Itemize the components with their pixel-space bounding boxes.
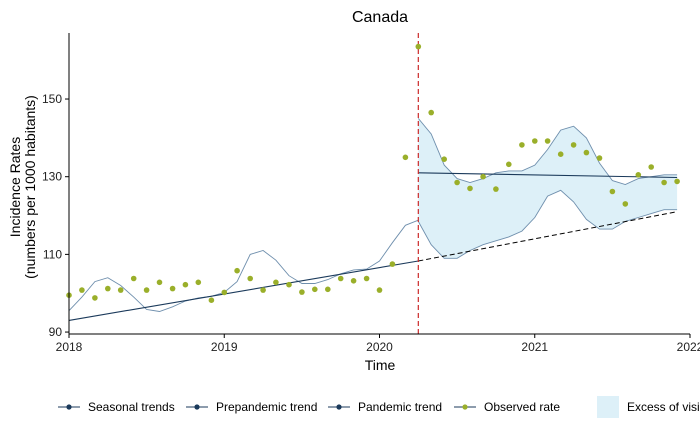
y-axis-title-line-2: (numbers per 1000 habitants) [22, 95, 38, 279]
observed-point [441, 156, 448, 162]
plot-area [66, 33, 680, 334]
excess-band [418, 118, 678, 259]
observed-point [402, 154, 409, 161]
legend-pandemic-label: Pandemic trend [358, 400, 442, 414]
excess-band-lower-edge [417, 189, 678, 259]
observed-point [273, 279, 279, 286]
x-tick-label: 2020 [366, 340, 393, 354]
y-tick-label: 110 [43, 247, 62, 261]
observed-point [635, 172, 642, 178]
legend-item-seasonal: Seasonal trends [58, 400, 175, 414]
observed-point [648, 164, 654, 170]
observed-point [467, 185, 473, 192]
observed-point [493, 186, 499, 192]
chart-title: Canada [352, 9, 408, 26]
y-axis-title-line-1: Incidence Rates [7, 137, 23, 237]
observed-point [169, 285, 176, 292]
observed-point [389, 261, 396, 267]
pandemic-trend-line [418, 172, 678, 179]
observed-point [325, 286, 331, 293]
x-tick-label: 2021 [521, 340, 548, 354]
observed-point [622, 201, 629, 207]
observed-point [79, 287, 85, 293]
legend-seasonal-label: Seasonal trends [88, 400, 175, 414]
x-tick-label: 2019 [211, 340, 238, 354]
observed-point [532, 138, 538, 144]
y-tick-label: 90 [49, 325, 63, 339]
observed-point [234, 267, 240, 274]
legend: Seasonal trends Prepandemic trend Pandem… [58, 396, 700, 418]
observed-point [376, 287, 383, 293]
observed-point [661, 179, 667, 186]
observed-point [299, 289, 305, 295]
observed-point [260, 287, 266, 293]
y-tick-label: 130 [42, 170, 62, 184]
observed-point [312, 286, 318, 293]
x-tick-label: 2018 [56, 340, 83, 354]
legend-item-pandemic: Pandemic trend [328, 400, 442, 414]
observed-point [182, 281, 189, 288]
observed-point [674, 178, 680, 185]
observed-point [208, 297, 215, 304]
observed-point [221, 289, 228, 296]
y-tick-label: 150 [42, 92, 62, 106]
legend-observed-dot [462, 404, 468, 410]
observed-point [143, 287, 150, 293]
observed-point [286, 281, 292, 288]
legend-prepandemic-label: Prepandemic trend [216, 400, 317, 414]
observed-point [247, 275, 253, 282]
legend-item-observed: Observed rate [454, 400, 560, 414]
observed-point [557, 151, 564, 157]
observed-point [92, 295, 98, 301]
y-axis-title: Incidence Rates (numbers per 1000 habita… [7, 95, 38, 279]
seasonal-trend-line [68, 219, 419, 312]
observed-point [350, 278, 357, 284]
observed-point [570, 142, 577, 148]
ticks: 2018 2019 2020 2021 2022 90 110 130 150 [42, 92, 700, 354]
observed-point [596, 155, 603, 161]
observed-point [130, 275, 137, 282]
x-axis-title: Time [365, 357, 396, 373]
observed-point [583, 149, 590, 156]
observed-point [117, 287, 124, 293]
observed-point [480, 173, 486, 180]
observed-point [363, 275, 370, 282]
observed-point [195, 279, 202, 286]
observed-point [506, 161, 512, 168]
prepandemic-trend-line [68, 260, 419, 321]
legend-observed-label: Observed rate [484, 400, 560, 414]
prepandemic-projection-line [418, 211, 678, 262]
legend-prepandemic-dot [194, 404, 200, 410]
legend-excess-swatch [597, 396, 619, 418]
observed-point [156, 279, 163, 286]
observed-point [337, 275, 344, 282]
legend-item-excess: Excess of visi [597, 396, 700, 418]
observed-point [428, 109, 435, 116]
observed-point [105, 285, 111, 292]
observed-point [519, 142, 525, 148]
x-tick-label: 2022 [677, 340, 700, 354]
excess-band-upper-edge [417, 118, 678, 185]
legend-item-prepandemic: Prepandemic trend [186, 400, 317, 414]
legend-seasonal-dot [66, 404, 72, 410]
observed-point [544, 138, 551, 144]
observed-point [415, 43, 422, 50]
observed-point [609, 188, 616, 195]
legend-pandemic-dot [336, 404, 342, 410]
legend-excess-label: Excess of visi [627, 400, 700, 414]
observed-point [454, 179, 460, 186]
